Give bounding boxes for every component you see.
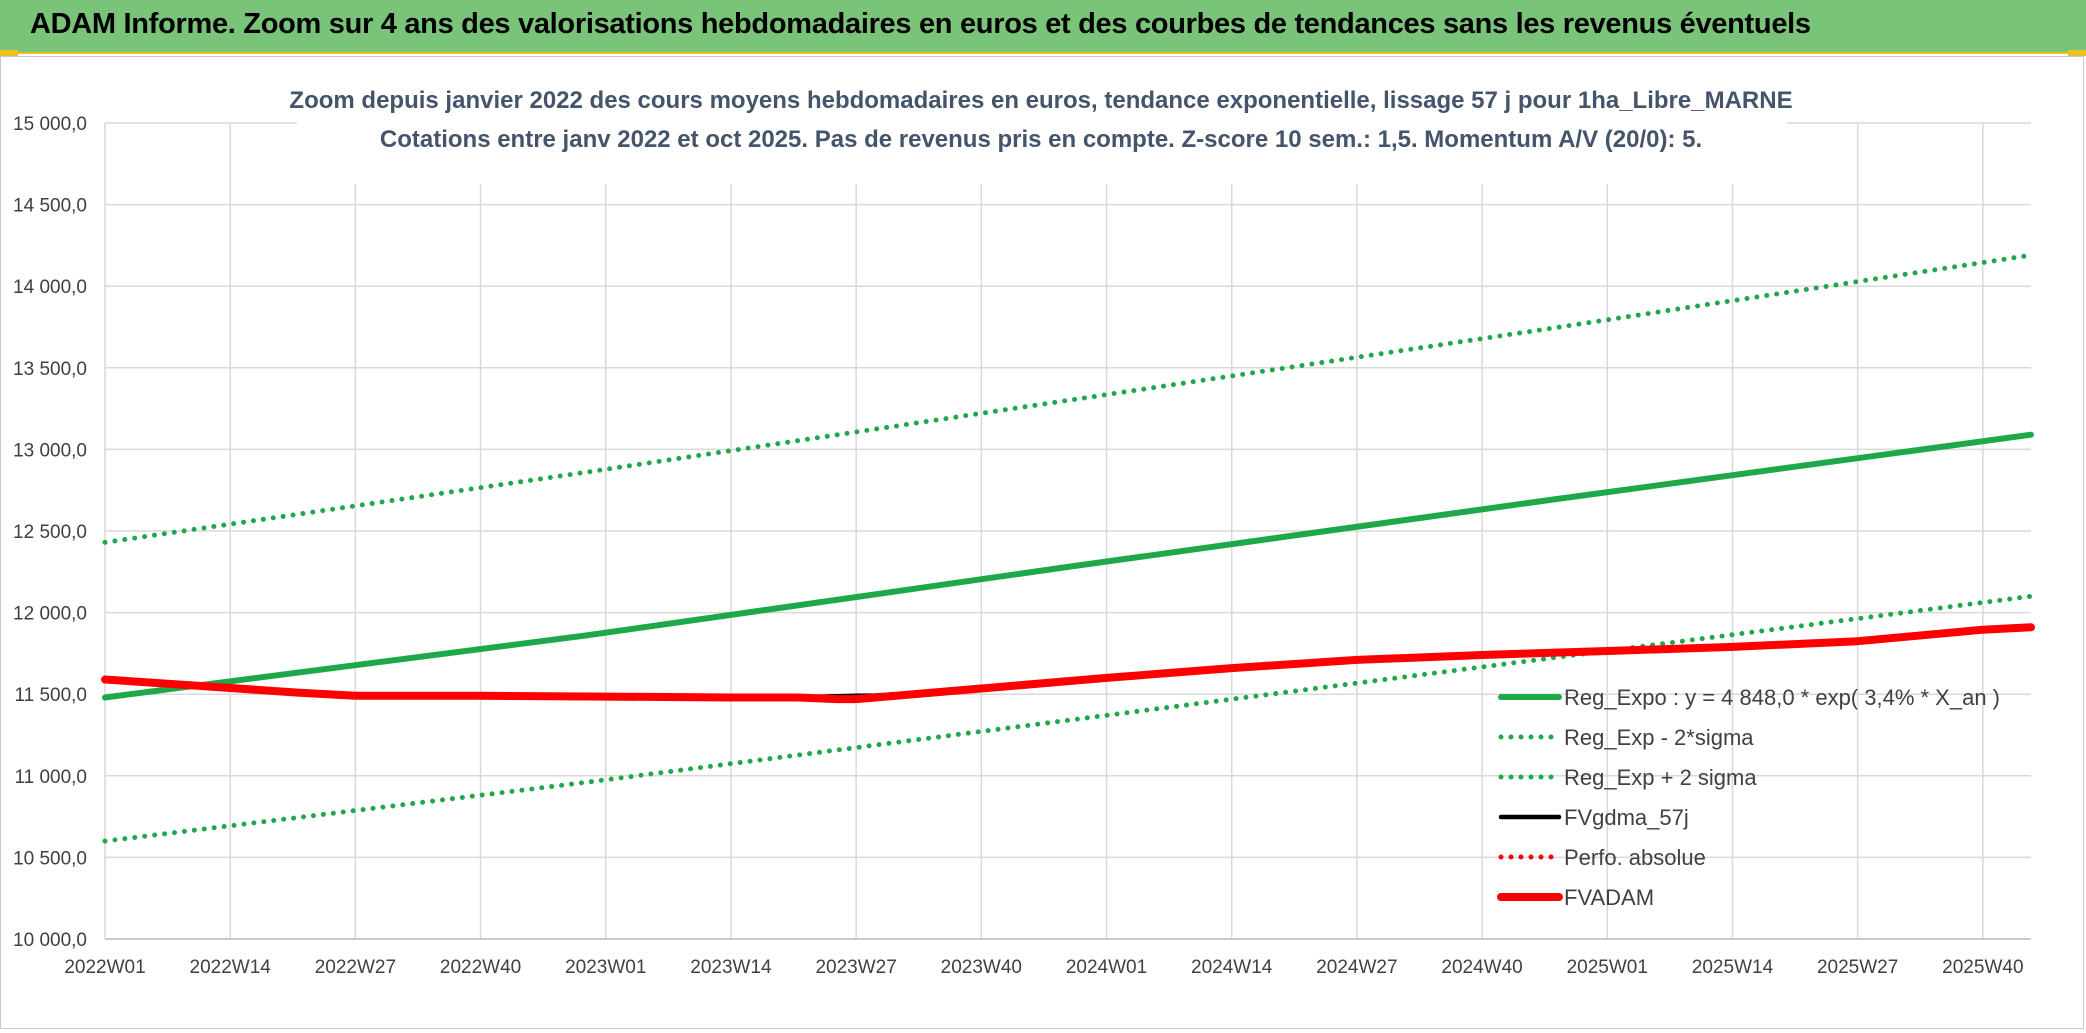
y-tick-label: 14 500,0 bbox=[13, 196, 87, 217]
chart-title-line-1: Zoom depuis janvier 2022 des cours moyen… bbox=[289, 87, 1792, 114]
y-tick-label: 11 500,0 bbox=[14, 685, 87, 706]
report-title: ADAM Informe. Zoom sur 4 ans des valoris… bbox=[30, 8, 1811, 40]
y-tick-label: 11 000,0 bbox=[14, 767, 87, 788]
series-line-0 bbox=[102, 431, 2034, 701]
legend-label-2: Reg_Exp + 2 sigma bbox=[1564, 765, 1757, 790]
legend-label-0: Reg_Expo : y = 4 848,0 * exp( 3,4% * X_a… bbox=[1564, 685, 2000, 710]
y-axis-ticks: 15 000,0 14 500,0 14 000,0 13 500,0 13 000,0… bbox=[13, 114, 87, 951]
x-tick-label: 2022W14 bbox=[190, 957, 272, 978]
series-lines bbox=[101, 252, 2035, 844]
x-tick-label: 2025W40 bbox=[1942, 957, 2023, 978]
x-tick-label: 2025W01 bbox=[1567, 957, 1648, 978]
legend-label-5: FVADAM bbox=[1564, 885, 1654, 910]
series-line-2 bbox=[102, 252, 2034, 545]
x-tick-label: 2023W01 bbox=[565, 957, 646, 978]
y-tick-label: 10 500,0 bbox=[13, 848, 87, 869]
chart-area: 15 000,0 14 500,0 14 000,0 13 500,0 13 000,0… bbox=[0, 56, 2084, 1029]
y-tick-label: 13 000,0 bbox=[13, 440, 87, 461]
x-tick-label: 2024W40 bbox=[1441, 957, 1522, 978]
x-tick-label: 2023W14 bbox=[690, 957, 772, 978]
x-tick-label: 2024W14 bbox=[1191, 957, 1273, 978]
y-tick-label: 10 000,0 bbox=[13, 930, 87, 951]
x-tick-label: 2022W27 bbox=[315, 957, 396, 978]
legend-label-4: Perfo. absolue bbox=[1564, 845, 1706, 870]
chart-legend: Reg_Expo : y = 4 848,0 * exp( 3,4% * X_a… bbox=[1497, 685, 2000, 910]
legend-label-3: FVgdma_57j bbox=[1564, 805, 1689, 830]
gridlines bbox=[104, 122, 2031, 940]
x-tick-label: 2022W01 bbox=[64, 957, 145, 978]
legend-label-1: Reg_Exp - 2*sigma bbox=[1564, 725, 1754, 750]
y-tick-label: 12 000,0 bbox=[13, 604, 87, 625]
corner-mark-left bbox=[0, 50, 18, 56]
chart-title-line-2: Cotations entre janv 2022 et oct 2025. P… bbox=[380, 126, 1702, 153]
x-tick-label: 2025W27 bbox=[1817, 957, 1898, 978]
x-tick-label: 2025W14 bbox=[1692, 957, 1774, 978]
title-backdrop bbox=[297, 84, 1787, 184]
x-tick-label: 2022W40 bbox=[440, 957, 521, 978]
x-tick-label: 2023W27 bbox=[815, 957, 896, 978]
y-tick-label: 12 500,0 bbox=[13, 522, 87, 543]
y-tick-label: 14 000,0 bbox=[13, 277, 87, 298]
x-tick-label: 2023W40 bbox=[941, 957, 1022, 978]
y-tick-label: 15 000,0 bbox=[13, 114, 87, 135]
x-tick-label: 2024W01 bbox=[1066, 957, 1147, 978]
series-line-1 bbox=[102, 593, 2034, 844]
x-axis-ticks: 2022W01 2022W14 2022W27 2022W40 2023W01 2023W… bbox=[64, 957, 2023, 978]
series-line-5 bbox=[101, 623, 2035, 704]
x-tick-label: 2024W27 bbox=[1316, 957, 1397, 978]
report-banner: ADAM Informe. Zoom sur 4 ans des valoris… bbox=[0, 0, 2086, 54]
line-chart: 15 000,0 14 500,0 14 000,0 13 500,0 13 000,0… bbox=[13, 84, 2035, 978]
corner-mark-right bbox=[2068, 50, 2086, 56]
y-tick-label: 13 500,0 bbox=[13, 359, 87, 380]
